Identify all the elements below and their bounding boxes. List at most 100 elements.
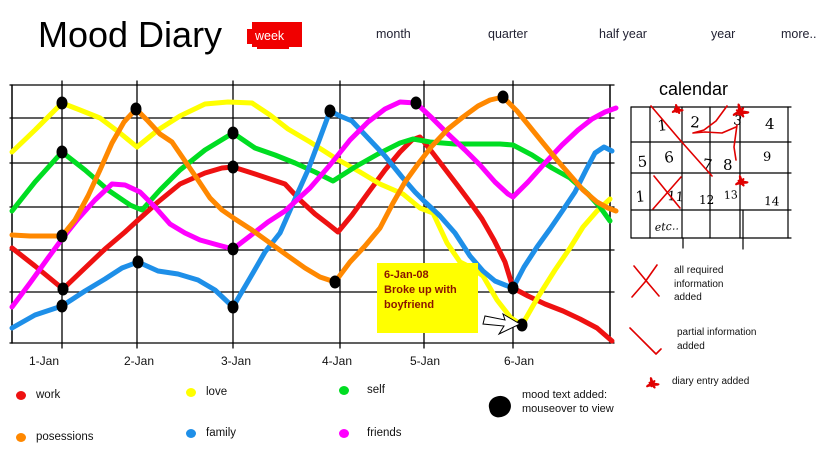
mood-marker-dot[interactable] [227,242,239,256]
calendar-day-number[interactable]: 5 [637,152,648,171]
series-line-self [9,130,613,224]
calendar-day-number[interactable]: 14 [764,194,780,209]
mood-marker-dot[interactable] [56,299,68,313]
legend-item-work: work [16,389,60,401]
mood-tooltip: 6-Jan-08 Broke up with boyfriend [377,263,478,333]
calendar-scribble-mark-icon [671,103,684,115]
mood-marker-dot[interactable] [516,318,528,332]
mood-marker-dot[interactable] [56,96,68,110]
caption-all-required: all required information added [674,264,723,305]
legend-item-family: family [186,427,236,439]
love-dot-icon [186,387,196,397]
series-line-posessions [9,94,619,285]
tooltip-date: 6-Jan-08 [384,269,429,281]
legend-label-work: work [36,389,61,401]
tab-year[interactable]: year [711,27,736,41]
mood-marker-dot[interactable] [56,229,68,243]
axis-label-3jan: 3-Jan [220,354,252,368]
mood-marker-dot[interactable] [227,160,239,174]
caption-line: diary entry added [672,376,750,387]
calendar-red-mark [652,176,682,210]
posessions-dot-icon [16,432,26,442]
mood-note-line1: mood text added: [522,389,608,401]
calendar-day-number[interactable]: 12 [699,193,714,207]
self-dot-icon [339,385,349,395]
tab-half-year[interactable]: half year [599,27,647,41]
calendar-day-number[interactable]: 4 [765,115,775,133]
tooltip-text-2: boyfriend [384,299,435,311]
tab-quarter[interactable]: quarter [488,27,528,41]
caption-line: information [674,278,724,290]
legend-label-friends: friends [367,427,402,439]
calendar-day-number[interactable]: 8 [723,156,733,174]
calendar-day-number[interactable]: 13 [723,188,738,202]
mood-marker-dot[interactable] [410,96,422,110]
legend-item-friends: friends [339,427,402,439]
caption-line: partial information [677,327,757,338]
friends-dot-icon [339,428,349,438]
series-line-work [9,134,615,344]
caption-line: added [674,292,702,303]
calendar-scribble-mark-icon [735,175,749,187]
tooltip-text-1: Broke up with [384,284,457,296]
calendar-day-number[interactable]: 9 [763,150,771,165]
x-mark-icon [631,264,658,298]
calendar-scribble-mark-icon [732,103,750,118]
caption-partial-info: partial information added [677,326,756,353]
caption-line: all required [674,265,724,276]
page-title: Mood Diary [38,14,223,55]
tab-month[interactable]: month [376,27,411,41]
calendar-day-number[interactable]: etc.. [654,219,679,234]
calendar-day-number[interactable]: 11 [667,189,685,205]
tab-more[interactable]: more... [781,27,817,41]
calendar-day-number[interactable]: 6 [663,148,675,167]
mood-marker-dot[interactable] [227,300,239,314]
axis-label-4jan: 4-Jan [321,354,353,368]
calendar-day-number[interactable]: 7 [701,155,713,174]
mood-marker-dot[interactable] [227,126,239,140]
mood-note-line2: mouseover to view [522,403,614,415]
legend-label-love: love [206,386,228,398]
mood-marker-dot[interactable] [132,255,144,269]
mood-marker-dot[interactable] [497,90,509,104]
legend-label-family: family [206,427,237,439]
mood-marker-dot[interactable] [130,102,142,116]
week-highlight-blob2 [247,29,260,44]
family-dot-icon [186,428,196,438]
calendar-red-mark [733,124,738,161]
caption-line: added [677,340,705,352]
mood-marker-dot[interactable] [324,104,336,118]
tab-week[interactable]: week [247,20,307,52]
scribble-mark-icon [646,377,660,389]
axis-label-2jan: 2-Jan [123,354,155,368]
caption-diary-entry: diary entry added [672,375,749,389]
calendar-title: calendar [659,79,729,99]
mouse-cursor-icon [482,312,522,336]
mood-marker-dot[interactable] [329,275,341,289]
calendar-red-mark [692,105,737,134]
legend-label-posessions: posessions [36,431,94,443]
legend-item-posessions: posessions [16,431,94,443]
calendar-day-number[interactable]: 1 [635,187,646,206]
slash-mark-icon [629,327,662,355]
series-line-love [9,99,613,328]
tab-week-label: week [255,29,285,43]
mood-marker-dot[interactable] [57,282,69,296]
calendar-red-mark [650,105,713,177]
legend-label-self: self [367,384,385,396]
legend-item-love: love [186,386,227,398]
mood-marker-note: mood text added: mouseover to view [522,388,614,416]
mood-marker-dot[interactable] [56,145,68,159]
mood-marker-dot[interactable] [507,281,519,295]
axis-label-1jan: 1-Jan [28,354,60,368]
series-line-friends [9,99,619,310]
calendar-day-number[interactable]: 1 [657,116,668,135]
axis-label-6jan: 6-Jan [503,354,535,368]
axis-label-5jan: 5-Jan [409,354,441,368]
calendar-day-number[interactable]: 3 [732,113,743,129]
calendar-day-number[interactable]: 2 [690,113,701,132]
week-highlight-blob3 [257,39,289,49]
legend-item-self: self [339,384,385,396]
